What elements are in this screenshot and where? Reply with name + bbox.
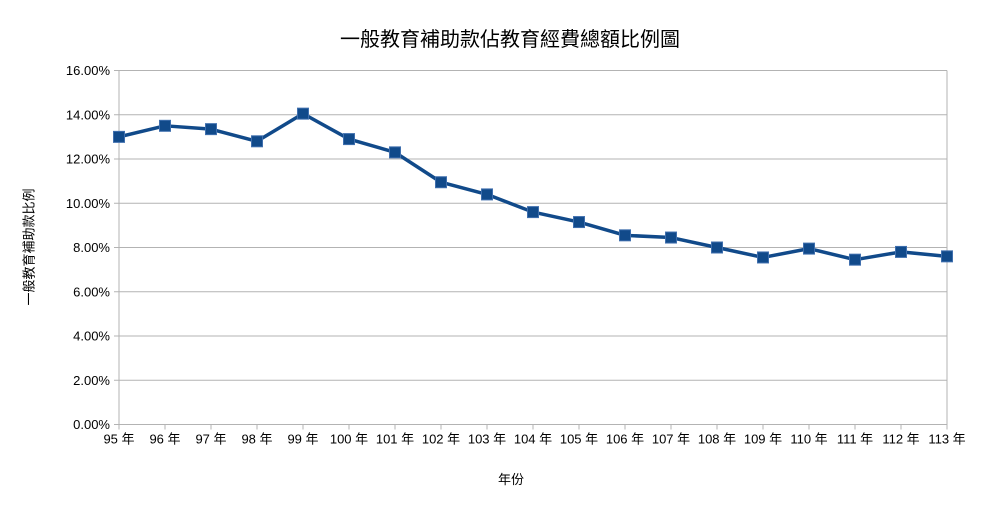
series-line: [118, 111, 948, 262]
x-tick-label: 99 年: [287, 432, 318, 447]
x-tick-label: 104 年: [514, 432, 552, 447]
x-tick-label: 101 年: [376, 432, 414, 447]
x-tick-label: 97 年: [195, 432, 226, 447]
data-point-marker: [941, 250, 953, 263]
data-point-marker: [297, 107, 309, 120]
x-tick-label: 108 年: [698, 432, 736, 447]
data-point-marker: [251, 135, 263, 148]
data-point-marker: [389, 146, 401, 159]
y-tick-label: 12.00%: [66, 152, 111, 167]
x-tick-label: 113 年: [928, 432, 965, 447]
y-tick-label: 10.00%: [66, 196, 111, 211]
y-tick-label: 4.00%: [73, 329, 110, 344]
data-point-marker: [665, 231, 677, 244]
x-tick-label: 100 年: [330, 432, 368, 447]
data-point-marker: [113, 130, 125, 143]
data-point-marker: [757, 251, 769, 264]
y-tick-label: 2.00%: [73, 373, 110, 388]
x-tick-label: 105 年: [560, 432, 598, 447]
data-point-marker: [803, 242, 815, 255]
x-tick-label: 96 年: [149, 432, 180, 447]
x-tick-label: 110 年: [790, 432, 827, 447]
y-tick-label: 8.00%: [73, 240, 110, 255]
chart-title: 一般教育補助款佔教育經費總額比例圖: [340, 29, 680, 51]
y-tick-label: 0.00%: [73, 417, 110, 432]
y-tick-label: 16.00%: [66, 63, 111, 78]
data-point-marker: [435, 176, 447, 189]
x-tick-label: 95 年: [103, 432, 134, 447]
x-axis-title: 年份: [497, 472, 525, 487]
x-tick-label: 98 年: [241, 432, 272, 447]
data-point-marker: [159, 119, 171, 132]
data-point-marker: [205, 123, 217, 136]
y-tick-label: 14.00%: [66, 107, 111, 122]
y-axis-title: 一般教育補助款比例: [21, 188, 37, 306]
x-tick-label: 102 年: [422, 432, 460, 447]
data-point-marker: [527, 206, 539, 219]
x-tick-label: 103 年: [468, 432, 506, 447]
data-point-marker: [573, 216, 585, 229]
x-tick-label: 106 年: [606, 432, 644, 447]
x-tick-label: 111 年: [837, 432, 873, 447]
data-point-marker: [711, 241, 723, 254]
x-tick-label: 109 年: [744, 432, 782, 447]
x-tick-label: 112 年: [882, 432, 919, 447]
data-point-marker: [343, 133, 355, 146]
x-tick-label: 107 年: [652, 432, 690, 447]
y-tick-label: 6.00%: [73, 284, 110, 299]
data-point-marker: [895, 245, 907, 258]
data-point-marker: [481, 188, 493, 201]
data-point-marker: [619, 229, 631, 242]
data-point-marker: [849, 253, 861, 266]
